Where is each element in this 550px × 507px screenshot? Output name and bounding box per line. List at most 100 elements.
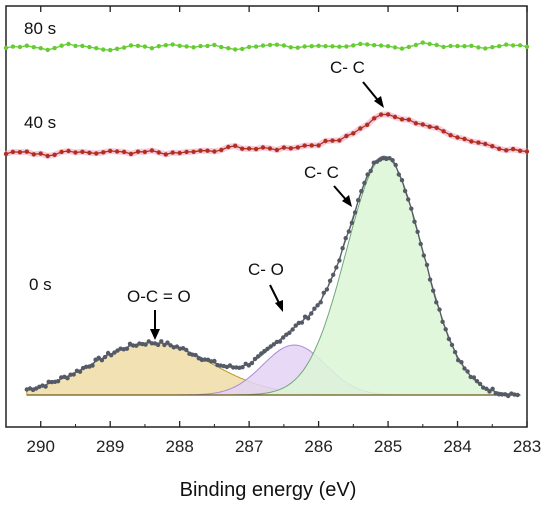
series-80s-point	[260, 43, 266, 48]
series-80s-point	[233, 47, 238, 52]
series-0s-point	[421, 253, 426, 258]
series-40s-point	[114, 149, 120, 154]
series-40s-point	[226, 144, 231, 150]
series-80s-point	[80, 43, 85, 49]
series-0s-point	[418, 241, 423, 247]
series-40s-point	[128, 151, 134, 157]
series-40s-point	[31, 152, 36, 157]
series-80s-point	[45, 47, 50, 53]
series-40s-point	[413, 121, 419, 126]
series-80s-point	[94, 46, 99, 51]
series-80s-point	[351, 43, 356, 48]
series-0s-point	[43, 384, 48, 389]
series-0s-point	[424, 262, 430, 268]
series-80s-point	[378, 43, 384, 48]
series-40s-point	[344, 133, 349, 139]
series-0s-point	[337, 258, 342, 263]
series-40s-point	[52, 152, 57, 157]
arrowhead-co	[275, 300, 283, 312]
series-40s-point	[448, 133, 453, 138]
x-tick-label-286: 286	[304, 437, 332, 456]
series-0s-point	[281, 335, 286, 340]
series-80s-point	[455, 43, 460, 49]
series-40s-point	[253, 146, 259, 152]
series-0s-point	[174, 344, 180, 349]
series-0s-point	[415, 229, 420, 234]
series-0s-point	[324, 287, 330, 292]
series-80s	[3, 40, 530, 53]
series-80s-point	[295, 45, 300, 50]
series-80s-point	[517, 43, 523, 48]
series-80s-point	[309, 44, 314, 49]
series-40s-point	[246, 146, 252, 151]
series-40s-point	[330, 138, 335, 143]
series-0s-point	[180, 346, 186, 351]
series-0s-point	[499, 392, 505, 397]
series-40s-point	[260, 145, 266, 150]
series-40s-point	[337, 138, 342, 143]
series-80s-point	[524, 44, 530, 49]
x-tick-label-287: 287	[235, 437, 263, 456]
arrowhead-oco	[150, 329, 160, 340]
series-0s-point	[290, 327, 295, 332]
series-40s-point	[170, 150, 175, 155]
series-0s-point	[277, 339, 283, 344]
series-80s-point	[101, 47, 106, 52]
arrowhead-cc-0s	[342, 195, 352, 207]
series-0s-point	[159, 339, 164, 344]
series-80s-point	[385, 44, 391, 49]
series-40s-point	[45, 153, 50, 159]
series-0s-point	[65, 376, 70, 381]
series-80s-point	[372, 43, 377, 48]
series-80s-point	[149, 46, 155, 51]
series-80s-point	[156, 44, 161, 49]
series-40s-point	[163, 152, 168, 157]
series-0s-point	[352, 210, 358, 215]
series-0s-point	[271, 342, 276, 347]
annotation-co: C- O	[248, 260, 284, 279]
series-80s-point	[344, 44, 349, 49]
series-80s-point	[38, 46, 43, 51]
series-40s-point	[17, 150, 23, 155]
series-0s-point	[49, 379, 54, 385]
series-0s-point	[399, 178, 405, 183]
series-80s-point	[302, 44, 307, 49]
series-0s-point	[496, 392, 502, 397]
x-tick-label-283: 283	[513, 437, 541, 456]
series-0s-point	[212, 358, 217, 364]
series-0s-point	[459, 360, 464, 365]
series-0s-point	[396, 172, 401, 177]
series-0s-point	[193, 352, 198, 358]
series-40s-point	[80, 149, 85, 154]
series-80s-point	[184, 44, 189, 49]
series-40s-point	[142, 149, 148, 155]
series-40s-point	[149, 148, 155, 153]
series-0s-point	[168, 343, 173, 348]
series-0s-point	[124, 346, 130, 351]
series-0s-point	[306, 316, 311, 321]
series-80s-point	[31, 45, 36, 50]
series-0s-point	[268, 344, 273, 349]
label-80s: 80 s	[24, 19, 56, 38]
series-80s-point	[490, 45, 495, 50]
series-0s-point	[227, 363, 233, 368]
series-0s-point	[343, 236, 348, 241]
series-80s-point	[420, 40, 425, 45]
series-40s-point	[191, 149, 196, 154]
arrow-co	[269, 284, 281, 306]
series-40s-point	[385, 112, 391, 117]
series-40s-point	[59, 149, 64, 155]
series-80s-point	[108, 47, 113, 53]
series-80s-point	[24, 43, 29, 48]
series-0s-point	[487, 389, 492, 394]
series-0s-point	[231, 365, 236, 370]
series-0s-point	[434, 300, 439, 305]
series-80s-point	[434, 42, 439, 48]
series-0s-point	[134, 343, 139, 348]
series-80s-point	[497, 44, 502, 49]
series-0s-point	[368, 168, 373, 174]
series-0s-point	[437, 307, 442, 312]
series-0s-point	[90, 363, 95, 368]
series-0s-point	[246, 363, 251, 368]
